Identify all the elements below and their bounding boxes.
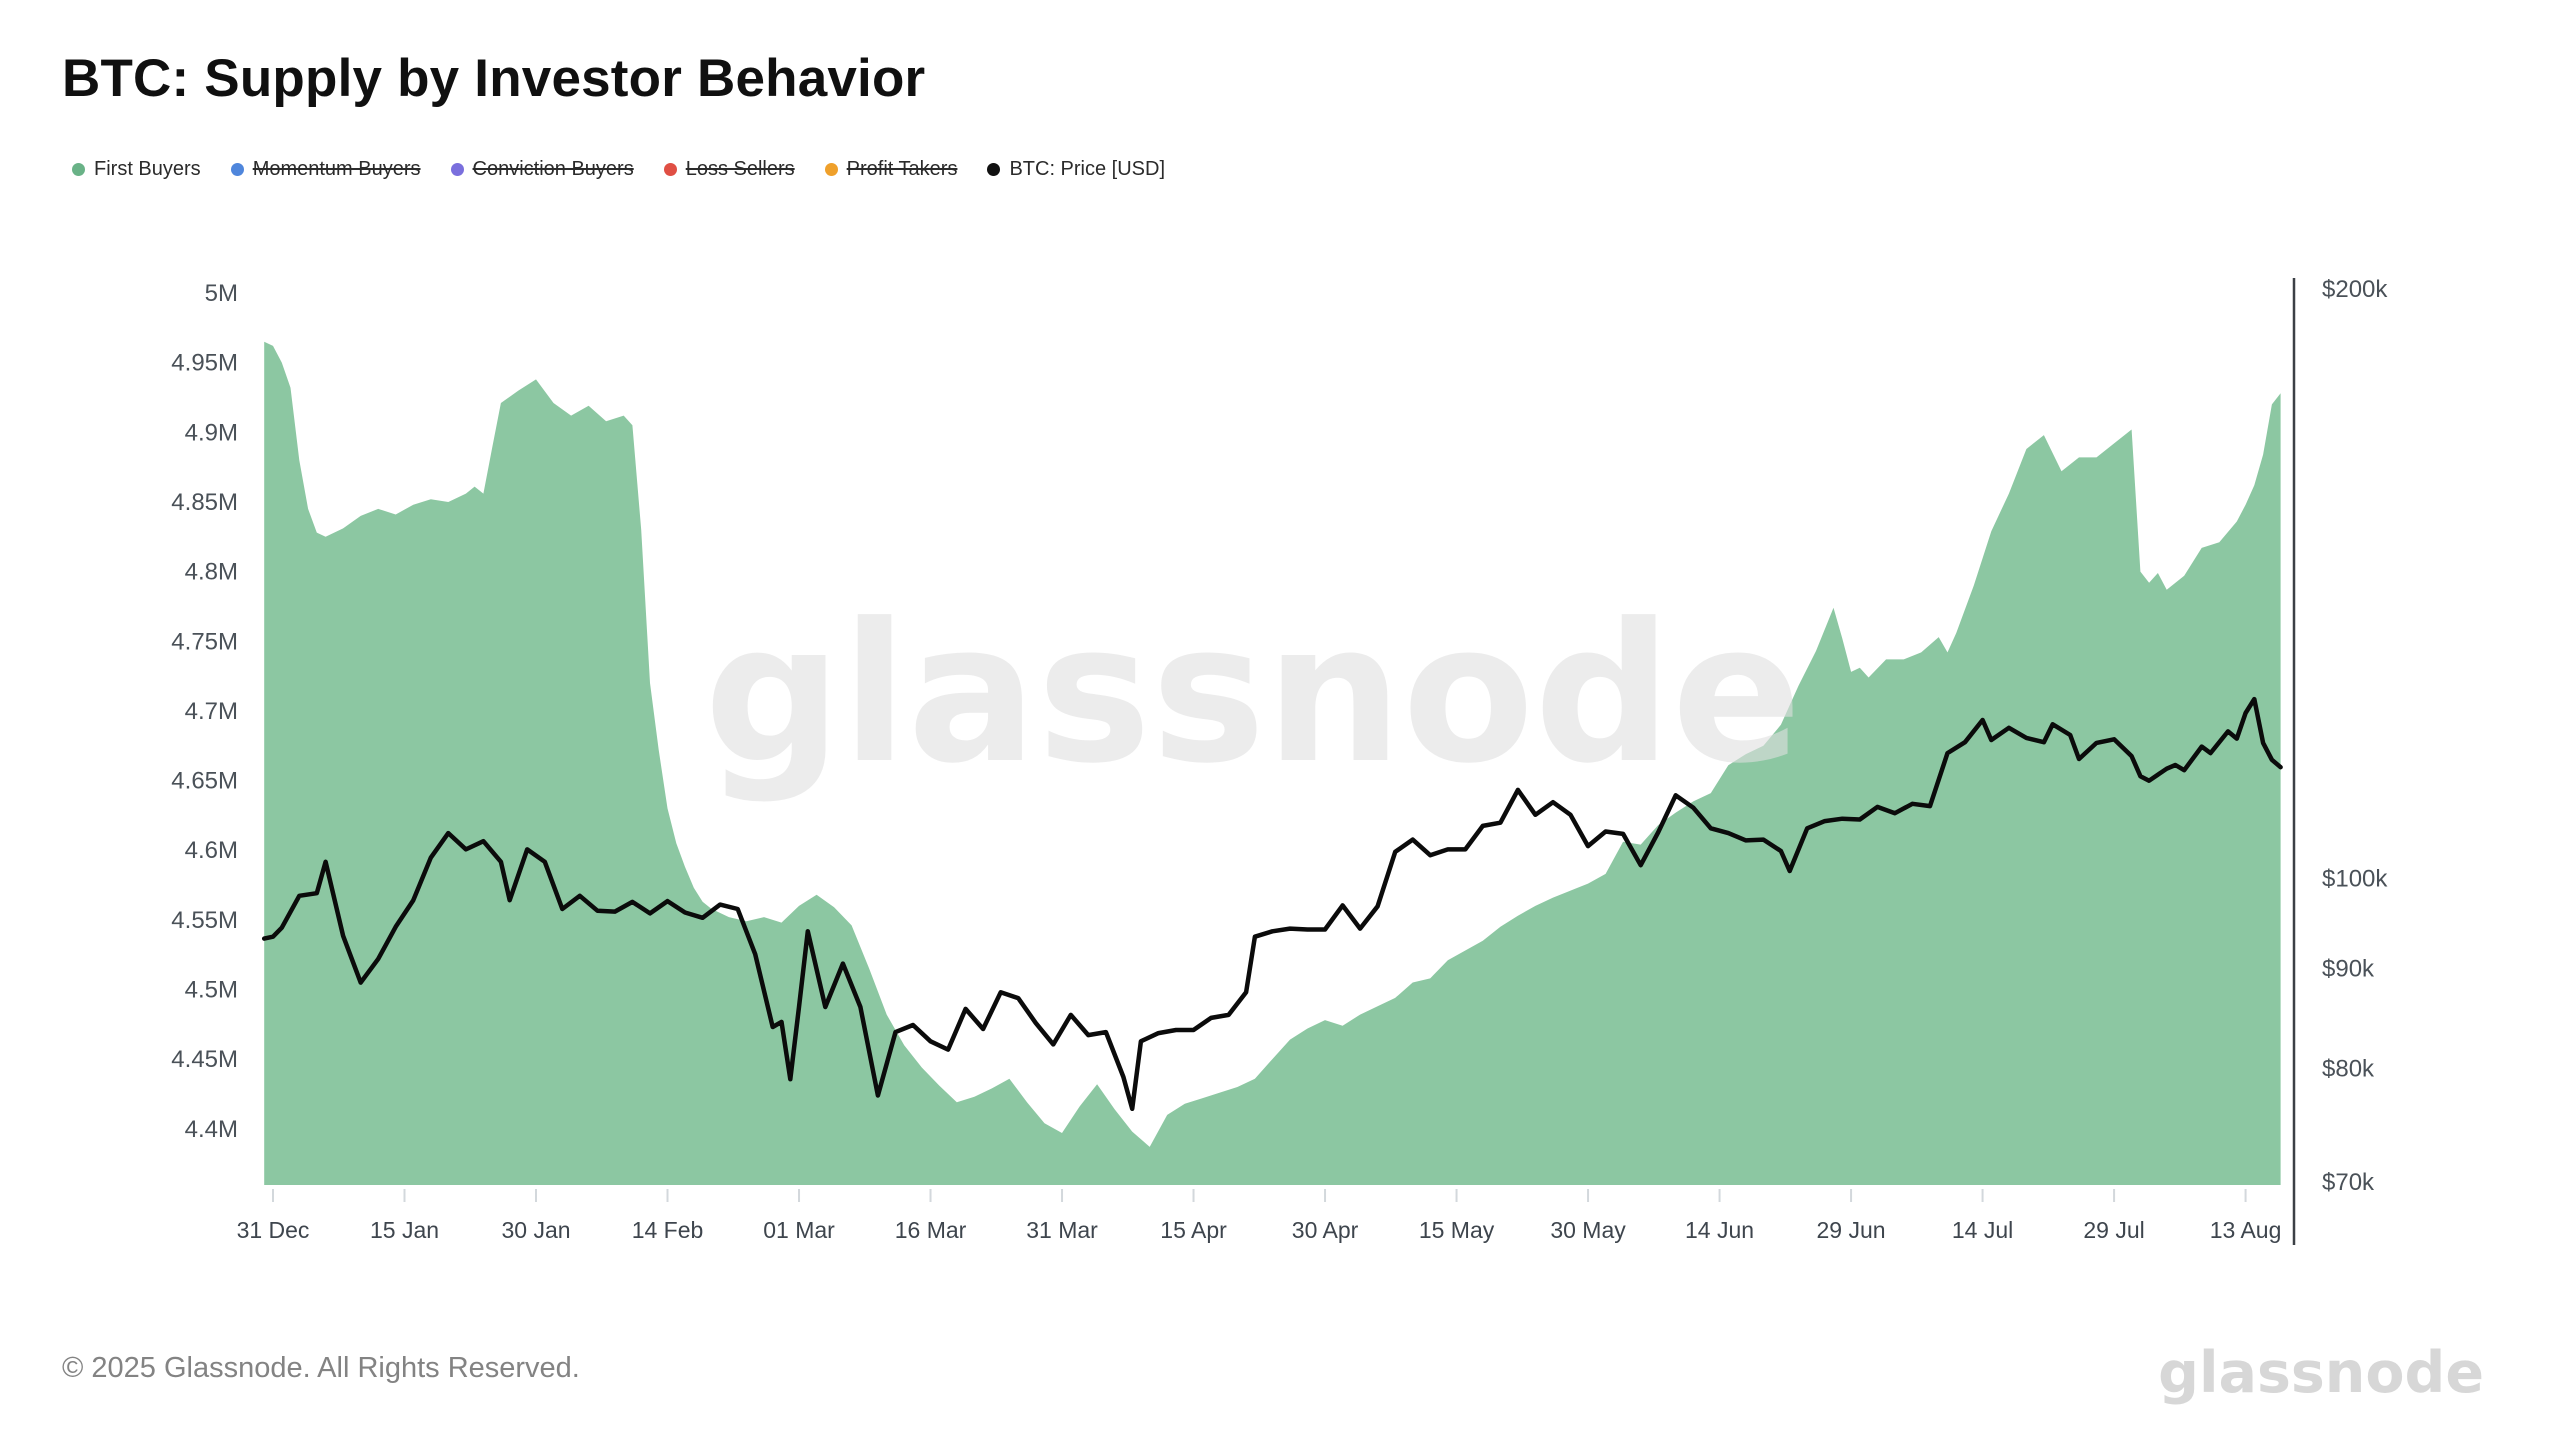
right-axis-tick-label: $100k <box>2322 866 2388 893</box>
x-tick-label: 29 Jul <box>2083 1217 2144 1243</box>
right-axis-tick-label: $90k <box>2322 955 2375 982</box>
x-tick-label: 13 Aug <box>2210 1217 2282 1243</box>
legend-item-label: Momentum Buyers <box>252 158 421 180</box>
left-axis-tick-label: 4.85M <box>171 489 238 516</box>
x-tick-label: 16 Mar <box>895 1217 967 1243</box>
left-axis-tick-label: 4.65M <box>171 768 238 795</box>
legend-swatch <box>72 163 85 176</box>
x-tick-label: 31 Mar <box>1026 1217 1098 1243</box>
x-tick-label: 30 Apr <box>1292 1217 1359 1243</box>
legend-item-profit-takers[interactable]: Profit Takers <box>824 158 958 181</box>
legend-swatch <box>230 163 244 176</box>
left-axis-tick-label: 4.5M <box>185 977 238 1004</box>
legend-item-first-buyers[interactable]: First Buyers <box>72 158 201 181</box>
x-tick-label: 01 Mar <box>763 1217 835 1243</box>
left-axis-tick-label: 4.75M <box>171 628 238 655</box>
left-axis-tick-label: 4.7M <box>185 698 238 725</box>
legend-item-label: Loss Sellers <box>685 158 795 180</box>
x-tick-label: 29 Jun <box>1817 1217 1886 1243</box>
legend-item-label: Profit Takers <box>846 158 958 180</box>
legend-item-momentum-buyers[interactable]: Momentum Buyers <box>230 158 421 181</box>
legend-swatch <box>663 163 677 176</box>
legend-item-loss-sellers[interactable]: Loss Sellers <box>663 158 795 181</box>
x-tick-label: 30 May <box>1550 1217 1626 1243</box>
left-axis-tick-label: 4.95M <box>171 350 238 377</box>
watermark-logo: glassnode <box>704 583 1802 806</box>
copyright-text: © 2025 Glassnode. All Rights Reserved. <box>62 1352 580 1384</box>
legend-swatch <box>824 163 838 176</box>
glassnode-logo: glassnode <box>2158 1340 2484 1406</box>
right-axis-tick-label: $70k <box>2322 1169 2375 1196</box>
left-axis-tick-label: 4.55M <box>171 907 238 934</box>
x-tick-label: 14 Feb <box>632 1217 704 1243</box>
right-axis-tick-label: $200k <box>2322 276 2388 303</box>
btc-price-line <box>261 696 2283 1112</box>
left-axis-tick-label: 4.9M <box>185 419 238 446</box>
left-axis-tick-label: 4.6M <box>185 837 238 864</box>
legend-item-conviction-buyers[interactable]: Conviction Buyers <box>450 158 634 181</box>
legend-item-label: First Buyers <box>94 158 201 180</box>
x-tick-label: 14 Jul <box>1952 1217 2013 1243</box>
legend: First Buyers Momentum Buyers Conviction Bu… <box>72 158 1165 181</box>
legend-swatch <box>987 163 1001 176</box>
page-title: BTC: Supply by Investor Behavior <box>62 49 926 108</box>
x-tick-label: 15 Jan <box>370 1217 439 1243</box>
left-axis-tick-label: 4.45M <box>171 1046 238 1073</box>
x-tick-label: 30 Jan <box>501 1217 570 1243</box>
left-axis-tick-label: 4.4M <box>185 1116 238 1143</box>
legend-item-label: Conviction Buyers <box>472 158 634 180</box>
first-buyers-area <box>264 341 2281 1185</box>
x-tick-label: 31 Dec <box>237 1217 310 1243</box>
right-axis-tick-label: $80k <box>2322 1055 2375 1082</box>
legend-swatch <box>450 163 464 176</box>
left-axis-tick-label: 4.8M <box>185 559 238 586</box>
legend-item-btc-price-usd[interactable]: BTC: Price [USD] <box>987 158 1165 181</box>
left-axis-tick-label: 5M <box>205 280 238 307</box>
x-tick-label: 15 May <box>1419 1217 1495 1243</box>
legend-item-label: BTC: Price [USD] <box>1009 158 1166 180</box>
x-tick-label: 15 Apr <box>1160 1217 1227 1243</box>
x-tick-label: 14 Jun <box>1685 1217 1754 1243</box>
